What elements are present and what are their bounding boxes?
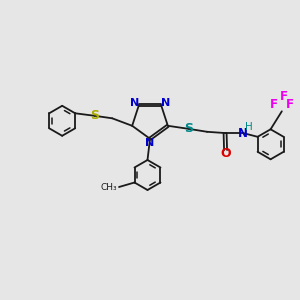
Text: S: S	[184, 122, 193, 135]
Text: O: O	[220, 147, 231, 160]
Text: CH₃: CH₃	[100, 182, 117, 191]
Text: N: N	[238, 127, 248, 140]
Text: N: N	[130, 98, 139, 108]
Text: N: N	[146, 138, 154, 148]
Text: F: F	[270, 98, 278, 111]
Text: S: S	[90, 109, 99, 122]
Text: F: F	[286, 98, 294, 111]
Text: N: N	[161, 98, 170, 108]
Text: F: F	[280, 90, 288, 103]
Text: H: H	[245, 122, 253, 132]
